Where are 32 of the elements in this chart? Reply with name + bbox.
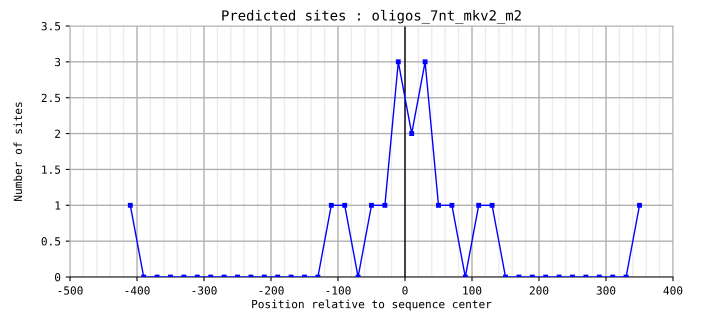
y-axis-title: Number of sites bbox=[13, 102, 22, 201]
y-tick-label: 0 bbox=[55, 273, 60, 282]
point bbox=[476, 202, 482, 208]
y-tick-label: 1.5 bbox=[42, 166, 60, 174]
y-tick-label: 2.5 bbox=[42, 94, 60, 102]
point bbox=[637, 202, 642, 208]
point bbox=[449, 202, 454, 208]
y-tick-label: 0.5 bbox=[42, 237, 60, 246]
x-tick-label: -200 bbox=[260, 286, 284, 295]
x-tick-label: 400 bbox=[664, 286, 682, 295]
y-tick-label: 3.5 bbox=[42, 22, 60, 30]
chart-title: Predicted sites : oligos_7nt_mkv2_m2 bbox=[222, 10, 521, 24]
x-tick-label: -100 bbox=[326, 286, 351, 295]
y-tick-label: 3 bbox=[55, 58, 60, 66]
y-tick-label: 2 bbox=[55, 130, 60, 138]
point bbox=[128, 202, 133, 208]
x-tick-label: -500 bbox=[58, 286, 83, 295]
point bbox=[342, 202, 348, 208]
x-axis-title: Position relative to sequence center bbox=[252, 300, 492, 310]
y-tick-label: 1 bbox=[56, 201, 60, 210]
x-tick-label: 200 bbox=[530, 286, 548, 295]
point bbox=[490, 202, 495, 208]
x-tick-label: 0 bbox=[402, 286, 408, 295]
x-tick-label: 100 bbox=[463, 286, 482, 295]
x-tick-label: 300 bbox=[596, 286, 616, 295]
point bbox=[382, 202, 388, 208]
point bbox=[409, 131, 414, 136]
x-tick-label: -400 bbox=[126, 286, 150, 295]
x-tick-label: -300 bbox=[192, 286, 217, 295]
point bbox=[436, 202, 441, 208]
point bbox=[369, 202, 374, 208]
point bbox=[328, 202, 334, 208]
